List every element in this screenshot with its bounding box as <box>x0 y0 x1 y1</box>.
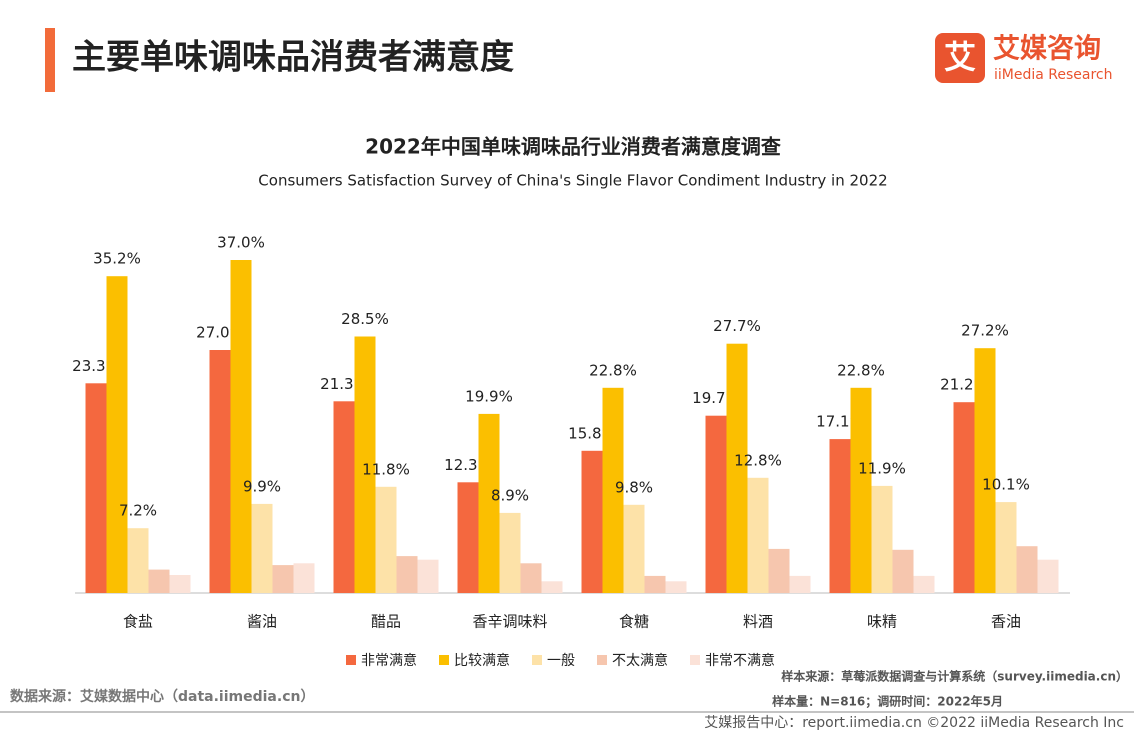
value-label: 28.5% <box>341 310 389 328</box>
legend-label: 比较满意 <box>454 652 510 669</box>
bar <box>272 565 294 593</box>
bar <box>209 350 231 593</box>
bar <box>293 563 315 593</box>
title-accent <box>45 28 55 92</box>
bar <box>333 401 355 593</box>
bar <box>871 485 893 593</box>
x-tick-label: 味精 <box>867 613 897 631</box>
bar <box>850 387 872 593</box>
bar <box>85 383 107 593</box>
value-label: 9.9% <box>243 477 281 495</box>
logo-en: iiMedia Research <box>994 67 1113 83</box>
bar <box>892 549 914 593</box>
bar <box>148 569 170 593</box>
bar <box>644 575 666 593</box>
value-label: 19.9% <box>465 387 513 405</box>
legend-label: 非常满意 <box>361 652 417 669</box>
legend-label: 不太满意 <box>612 652 668 669</box>
bar <box>396 556 418 593</box>
logo-icon: 艾 <box>944 38 976 76</box>
bar <box>995 502 1017 593</box>
bar <box>581 450 603 593</box>
value-label: 22.8% <box>589 361 637 379</box>
legend-swatch <box>597 655 607 665</box>
value-label: 27.2% <box>961 322 1009 340</box>
bar <box>478 413 500 593</box>
value-label: 8.9% <box>491 486 529 504</box>
bar <box>829 439 851 593</box>
bar <box>169 575 191 593</box>
bar <box>375 486 397 593</box>
logo-cn: 艾媒咨询 <box>993 33 1101 65</box>
bar <box>354 336 376 593</box>
bar <box>623 504 645 593</box>
legend-label: 非常不满意 <box>705 652 775 669</box>
value-label: 22.8% <box>837 361 885 379</box>
x-tick-label: 醋品 <box>371 613 401 631</box>
value-label: 37.0% <box>217 234 265 252</box>
bar <box>768 548 790 593</box>
legend-swatch <box>439 655 449 665</box>
legend-swatch <box>690 655 700 665</box>
value-label: 11.8% <box>362 460 410 478</box>
legend-label: 一般 <box>547 653 575 669</box>
chart-subtitle: Consumers Satisfaction Survey of China's… <box>258 172 887 190</box>
bar <box>726 343 748 593</box>
bar <box>789 575 811 593</box>
bar <box>747 477 769 593</box>
sample-source: 样本来源：草莓派数据调查与计算系统（survey.iimedia.cn） <box>781 669 1128 684</box>
value-label: 7.2% <box>119 502 157 520</box>
chart-title: 2022年中国单味调味品行业消费者满意度调查 <box>365 135 781 159</box>
bar <box>127 528 149 593</box>
legend-swatch <box>532 655 542 665</box>
bar <box>499 512 521 593</box>
x-tick-label: 食糖 <box>619 613 649 631</box>
value-label: 12.8% <box>734 451 782 469</box>
value-label: 11.9% <box>858 459 906 477</box>
bar <box>705 415 727 593</box>
bar <box>913 575 935 593</box>
bar <box>457 482 479 593</box>
legend-swatch <box>346 655 356 665</box>
x-tick-label: 酱油 <box>247 613 277 631</box>
sample-size: 样本量：N=816；调研时间：2022年5月 <box>772 694 1003 709</box>
bar <box>602 387 624 593</box>
bar <box>251 503 273 593</box>
bar <box>974 348 996 593</box>
bar <box>1016 546 1038 593</box>
x-tick-label: 料酒 <box>743 613 773 631</box>
value-label: 9.8% <box>615 478 653 496</box>
x-tick-label: 香辛调味料 <box>472 613 547 631</box>
bar <box>106 276 128 593</box>
bar <box>417 559 439 593</box>
bar <box>665 581 687 593</box>
bar <box>230 260 252 593</box>
bar <box>953 402 975 593</box>
bar <box>541 581 563 593</box>
value-label: 10.1% <box>982 476 1030 494</box>
source-left: 数据来源：艾媒数据中心（data.iimedia.cn） <box>10 688 314 705</box>
x-tick-label: 香油 <box>991 613 1021 631</box>
bar <box>1037 559 1059 593</box>
value-label: 27.7% <box>713 317 761 335</box>
page-title: 主要单味调味品消费者满意度 <box>72 38 514 78</box>
x-tick-label: 食盐 <box>123 613 153 631</box>
bar <box>520 563 542 593</box>
logo-icon-bg <box>935 33 985 83</box>
footer-text: 艾媒报告中心：report.iimedia.cn ©2022 iiMedia R… <box>704 715 1124 731</box>
value-label: 35.2% <box>93 250 141 268</box>
